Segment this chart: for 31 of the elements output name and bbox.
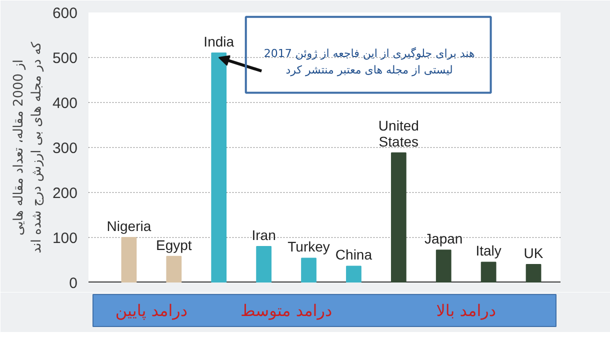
y-tick-label: 600 bbox=[52, 5, 78, 22]
x-tick-label: Nigeria bbox=[106, 218, 152, 234]
x-tick-label: China bbox=[335, 246, 372, 263]
bar bbox=[526, 264, 542, 282]
y-tick-label: 0 bbox=[69, 275, 78, 292]
bar bbox=[480, 262, 496, 282]
bar bbox=[301, 258, 316, 282]
bar bbox=[346, 266, 362, 282]
bar bbox=[256, 246, 272, 282]
y-axis-title: از 2000 مقاله، تعداد مقاله هایی که در مجله های بی ارزش درج شده اند bbox=[11, 40, 44, 254]
x-tick-label: United States bbox=[378, 117, 419, 150]
bar bbox=[166, 256, 182, 282]
x-tick-label: UK bbox=[524, 244, 544, 261]
y-tick-label: 400 bbox=[52, 95, 78, 112]
x-tick-label: Italy bbox=[476, 242, 502, 259]
x-tick-label: Egypt bbox=[156, 236, 192, 253]
bar bbox=[390, 152, 406, 282]
x-tick-label: Japan bbox=[424, 230, 463, 246]
annotation: هند برای جلوگیری از این فاجعه از ژوئن 2017 لیستی از مجله های معتبر منتشر کرد bbox=[264, 46, 475, 77]
x-tick-label: Turkey bbox=[288, 238, 330, 255]
y-tick-label: 100 bbox=[52, 230, 78, 247]
series-label: درامد متوسط bbox=[240, 301, 332, 320]
series-label: درامد پایین bbox=[115, 301, 188, 320]
x-tick-label: India bbox=[204, 33, 234, 50]
bar bbox=[121, 237, 137, 282]
y-tick-label: 300 bbox=[52, 140, 78, 157]
y-tick-label: 500 bbox=[52, 50, 78, 67]
y-tick-label: 200 bbox=[52, 185, 78, 202]
x-tick-label: Iran bbox=[252, 226, 276, 243]
bar bbox=[436, 250, 452, 282]
series-label: درامد بالا bbox=[436, 301, 496, 320]
